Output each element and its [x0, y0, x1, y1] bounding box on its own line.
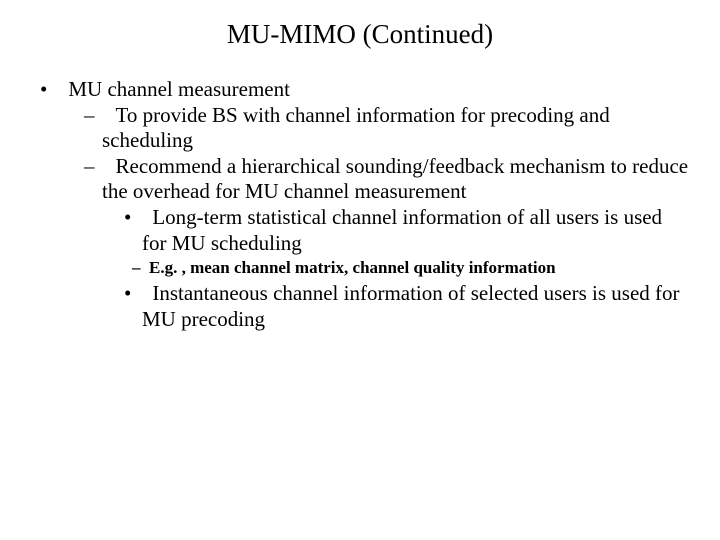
bullet-level3: Long-term statistical channel informatio… [30, 205, 690, 256]
bullet-level2: To provide BS with channel information f… [30, 103, 690, 154]
bullet-level4: E.g. , mean channel matrix, channel qual… [30, 258, 690, 279]
slide-title: MU-MIMO (Continued) [30, 18, 690, 51]
bullet-level3: Instantaneous channel information of sel… [30, 281, 690, 332]
bullet-level2: Recommend a hierarchical sounding/feedba… [30, 154, 690, 205]
bullet-level1: MU channel measurement [30, 77, 690, 103]
